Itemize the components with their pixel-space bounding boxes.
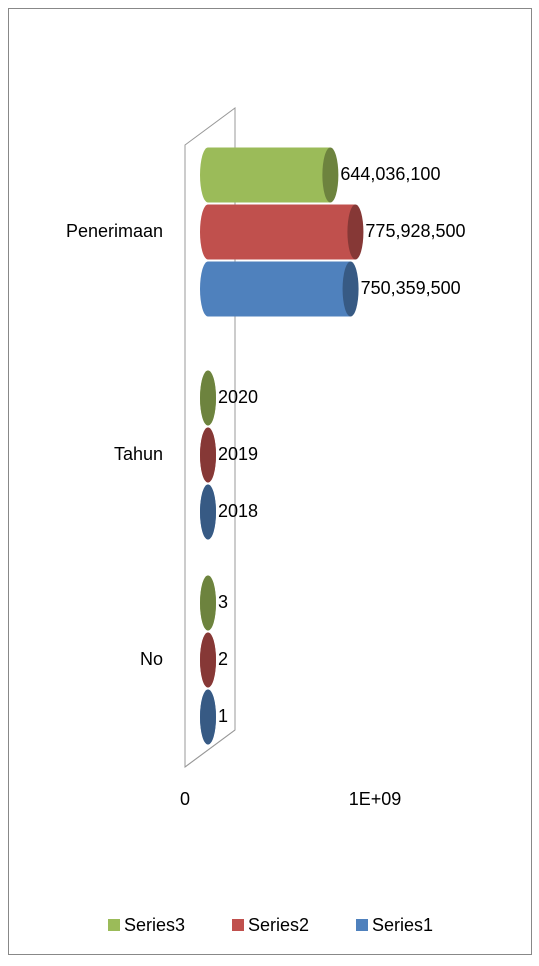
legend-label: Series2 [248, 915, 309, 935]
y-tick-label: Tahun [114, 444, 163, 464]
bar [200, 485, 216, 540]
legend-label: Series3 [124, 915, 185, 935]
data-label: 2018 [218, 501, 258, 521]
bar [200, 262, 359, 317]
bar-cap [322, 148, 338, 203]
legend-label: Series1 [372, 915, 433, 935]
legend-swatch [232, 919, 244, 931]
bar [200, 371, 216, 426]
bar [200, 690, 216, 745]
data-label: 2019 [218, 444, 258, 464]
bar-cap [200, 371, 216, 426]
bar-cap [200, 485, 216, 540]
bar-body [208, 205, 355, 260]
data-label: 775,928,500 [365, 221, 465, 241]
data-label: 750,359,500 [361, 278, 461, 298]
data-label: 2 [218, 649, 228, 669]
bar-cap [343, 262, 359, 317]
bar [200, 205, 363, 260]
x-tick-label: 0 [180, 789, 190, 809]
legend-swatch [108, 919, 120, 931]
data-label: 3 [218, 592, 228, 612]
bar-body [208, 148, 330, 203]
bar-body [208, 262, 351, 317]
data-label: 644,036,100 [340, 164, 440, 184]
legend-swatch [356, 919, 368, 931]
y-tick-label: No [140, 649, 163, 669]
y-tick-label: Penerimaan [66, 221, 163, 241]
bar [200, 576, 216, 631]
bar [200, 633, 216, 688]
bar-cap [200, 576, 216, 631]
bar-cap [347, 205, 363, 260]
bar [200, 148, 338, 203]
bar-cap [200, 428, 216, 483]
bar [200, 428, 216, 483]
data-label: 1 [218, 706, 228, 726]
x-tick-label: 1E+09 [349, 789, 402, 809]
data-label: 2020 [218, 387, 258, 407]
bar-cap [200, 633, 216, 688]
bar-cap [200, 690, 216, 745]
